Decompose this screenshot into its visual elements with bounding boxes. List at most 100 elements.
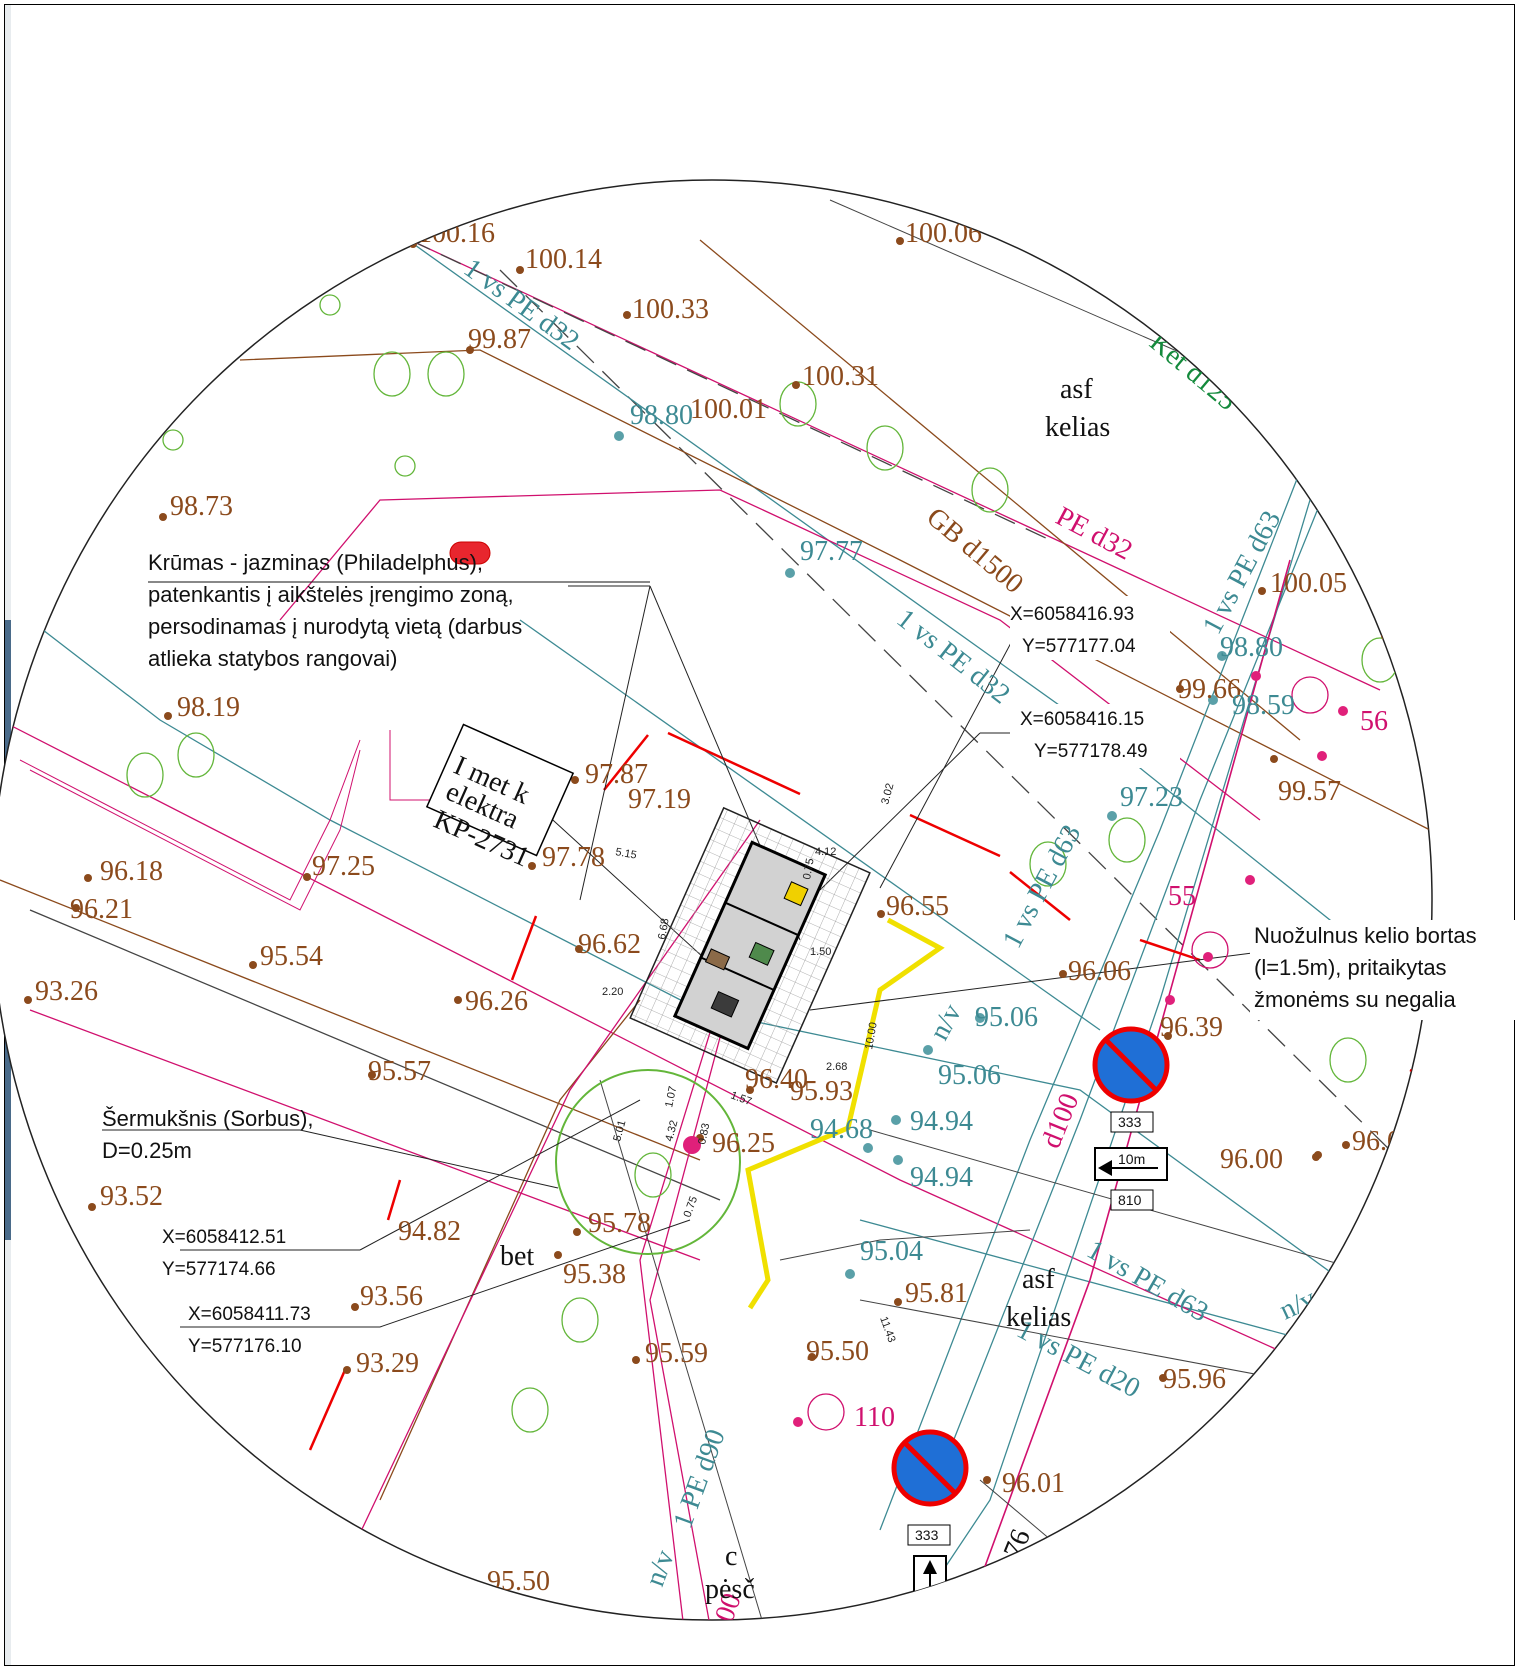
svg-text:96.21: 96.21 [70,894,133,925]
svg-text:95.96: 95.96 [1163,1364,1226,1395]
svg-text:95.50: 95.50 [806,1336,869,1367]
svg-text:m: m [924,1607,936,1623]
svg-text:6.68: 6.68 [656,917,672,940]
svg-text:96.40: 96.40 [745,1064,808,1095]
svg-text:100.33: 100.33 [632,294,709,325]
svg-text:95.57: 95.57 [368,1056,431,1087]
svg-text:Y=577178.49: Y=577178.49 [1034,741,1148,762]
svg-text:97.23: 97.23 [1120,782,1183,813]
svg-text:98.80: 98.80 [1220,632,1283,663]
no-parking-sign-1 [1092,1026,1170,1133]
svg-text:93.29: 93.29 [356,1348,419,1379]
svg-text:95.59: 95.59 [645,1338,708,1369]
svg-text:10: 10 [922,1591,938,1607]
svg-text:333: 333 [915,1527,939,1543]
svg-text:3 mūr: 3 mūr [998,1591,1052,1665]
svg-text:10.00: 10.00 [863,1021,880,1050]
svg-text:3.02: 3.02 [879,782,896,806]
svg-text:96.39: 96.39 [1160,1012,1223,1043]
survey-points-teal [614,431,1227,1279]
teal-levels: 98.80 97.77 98.80 98.59 97.23 95.06 95.0… [630,400,1295,1267]
svg-text:95.54: 95.54 [260,941,323,972]
svg-text:96.08: 96.08 [1260,1374,1323,1405]
svg-text:4.32: 4.32 [663,1119,680,1143]
svg-text:2.20: 2.20 [602,986,623,998]
svg-text:daugb: daugb [1038,1593,1092,1668]
svg-text:X=6058416.93: X=6058416.93 [1010,604,1134,625]
svg-text:1.07: 1.07 [663,1085,679,1108]
svg-text:5.15: 5.15 [614,846,637,862]
svg-text:asf: asf [1060,374,1093,405]
svg-text:100.05: 100.05 [1270,568,1347,599]
svg-text:96.01: 96.01 [1002,1468,1065,1499]
svg-text:asf: asf [1022,1264,1055,1295]
svg-text:93.26: 93.26 [35,976,98,1007]
svg-text:96.06: 96.06 [1068,956,1131,987]
curb-annotation: Nuožulnus kelio bortas (l=1.5m), pritaik… [1250,920,1519,1020]
svg-text:99.57: 99.57 [1278,776,1341,807]
svg-text:94.68: 94.68 [810,1114,873,1145]
svg-text:100.06: 100.06 [905,218,982,249]
svg-text:96.62: 96.62 [578,929,641,960]
arrow-sign-810 [1094,1147,1168,1211]
svg-text:95.06: 95.06 [938,1060,1001,1091]
svg-text:D=0.25m: D=0.25m [102,1138,192,1163]
svg-text:c: c [725,1541,737,1572]
magenta-numbers: 56 55 110 [854,706,1388,1433]
svg-text:0.75: 0.75 [801,857,817,880]
svg-text:96.18: 96.18 [100,856,163,887]
svg-text:95.81: 95.81 [905,1278,968,1309]
svg-text:95.50: 95.50 [487,1566,550,1597]
svg-text:97.78: 97.78 [542,842,605,873]
svg-text:95.78: 95.78 [588,1208,651,1239]
svg-text:99.84: 99.84 [1356,416,1419,447]
svg-text:96.07: 96.07 [1352,1126,1415,1157]
svg-text:Y=577176.10: Y=577176.10 [188,1336,302,1357]
svg-text:96.25: 96.25 [712,1128,775,1159]
svg-text:98.80: 98.80 [630,400,693,431]
survey-points [24,237,1429,1592]
svg-text:97.19: 97.19 [628,784,691,815]
svg-text:Krūmas - jazminas (Philadelphu: Krūmas - jazminas (Philadelphus), [148,550,483,575]
svg-text:0.83: 0.83 [696,1122,712,1145]
shrub-marker [449,541,491,565]
svg-text:93.56: 93.56 [360,1281,423,1312]
svg-text:100.14: 100.14 [525,244,602,275]
svg-text:pėsč: pėsč [705,1574,755,1605]
svg-text:93.52: 93.52 [100,1181,163,1212]
svg-text:96.26: 96.26 [465,986,528,1017]
svg-text:95.06: 95.06 [975,1002,1038,1033]
svg-text:97.25: 97.25 [312,851,375,882]
svg-text:žmonėms su negalia: žmonėms su negalia [1254,987,1457,1012]
svg-text:X=6058416.15: X=6058416.15 [1020,709,1144,730]
survey-points-magenta [683,671,1348,1427]
tree-symbols [126,294,1399,1433]
svg-text:(l=1.5m), pritaikytas: (l=1.5m), pritaikytas [1254,955,1447,980]
shrub-annotation: Krūmas - jazminas (Philadelphus), patenk… [148,550,650,671]
svg-text:100.16: 100.16 [418,218,495,249]
svg-text:Nuožulnus kelio bortas: Nuožulnus kelio bortas [1254,923,1477,948]
svg-text:97.77: 97.77 [800,536,863,567]
svg-text:Y=577174.66: Y=577174.66 [162,1259,276,1280]
svg-text:persodinamas į nurodytą vietą: persodinamas į nurodytą vietą (darbus [148,614,522,639]
svg-text:X=6058411.73: X=6058411.73 [188,1304,311,1325]
svg-text:100.01: 100.01 [690,394,767,425]
svg-text:99.87: 99.87 [468,324,531,355]
svg-text:kelias: kelias [1045,412,1110,443]
valve-symbols [807,676,1329,1431]
svg-text:333: 333 [1118,1114,1142,1130]
svg-text:95.38: 95.38 [563,1259,626,1290]
svg-text:99.84: 99.84 [1393,612,1456,643]
svg-text:99.66: 99.66 [1178,674,1241,705]
svg-text:94.94: 94.94 [910,1106,973,1137]
svg-text:pėsč: pėsč [902,1636,952,1667]
utility-box [629,806,871,1085]
svg-text:n/v: n/v [1287,415,1331,461]
svg-text:96.08: 96.08 [1432,1221,1495,1252]
svg-text:atlieka statybos rangovai): atlieka statybos rangovai) [148,646,397,671]
no-parking-sign-2 [891,1429,969,1546]
svg-text:806: 806 [916,1638,940,1654]
tree-symbol [894,180,932,197]
